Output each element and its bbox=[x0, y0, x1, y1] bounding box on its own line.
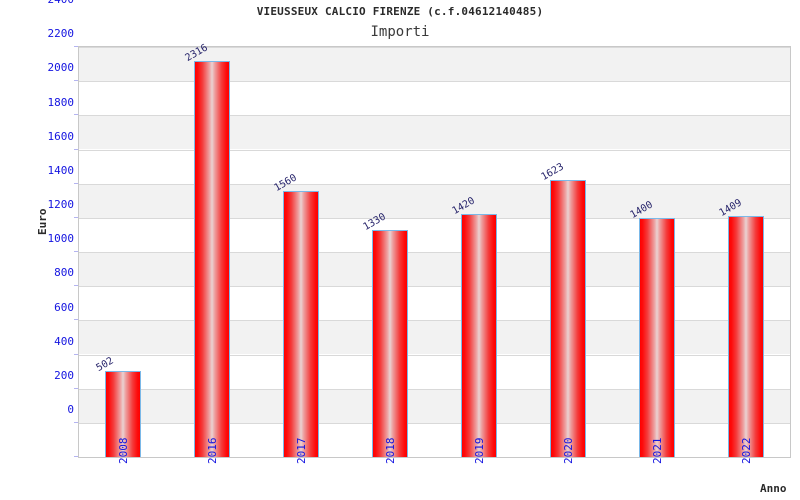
plot-band bbox=[79, 115, 790, 150]
y-tick-label: 600 bbox=[54, 300, 74, 314]
gridline bbox=[79, 286, 790, 287]
y-tick-mark bbox=[74, 422, 78, 423]
x-tick-label: 2008 bbox=[117, 437, 131, 465]
plot-band bbox=[79, 320, 790, 355]
y-axis-label: Euro bbox=[36, 208, 49, 236]
x-axis-label: Anno bbox=[760, 482, 787, 495]
gridline bbox=[79, 355, 790, 356]
y-tick-mark bbox=[74, 183, 78, 184]
chart-title: VIEUSSEUX CALCIO FIRENZE (c.f.0461214048… bbox=[256, 5, 544, 18]
gridline bbox=[79, 252, 790, 253]
gridline bbox=[79, 150, 790, 151]
bar[interactable] bbox=[549, 179, 586, 457]
y-tick-mark bbox=[74, 217, 78, 218]
y-tick-mark bbox=[74, 285, 78, 286]
x-tick-label: 2020 bbox=[561, 437, 575, 465]
gridline bbox=[79, 218, 790, 219]
y-tick-label: 1800 bbox=[47, 95, 75, 109]
x-tick-label: 2019 bbox=[472, 437, 486, 465]
y-tick-label: 1200 bbox=[47, 198, 75, 211]
y-tick-label: 1600 bbox=[47, 129, 75, 143]
x-tick-label: 2021 bbox=[650, 437, 664, 465]
gridline bbox=[79, 47, 790, 48]
plot-area bbox=[78, 46, 791, 458]
y-tick-label: 800 bbox=[54, 266, 74, 280]
y-tick-label: 400 bbox=[54, 334, 74, 348]
bar[interactable] bbox=[194, 61, 231, 457]
gridline bbox=[79, 184, 790, 185]
bar[interactable] bbox=[638, 217, 675, 457]
y-tick-label: 200 bbox=[54, 368, 74, 382]
y-tick-label: 1000 bbox=[47, 232, 75, 246]
y-axis-ticks: 0 200 400 600 800 1000 1200 1400 1600 1800 2000 220… bbox=[28, 0, 75, 416]
y-tick-mark bbox=[74, 319, 78, 320]
plot-band bbox=[79, 252, 790, 287]
y-tick-mark bbox=[74, 251, 78, 252]
gridline bbox=[79, 81, 790, 82]
x-tick-label: 2018 bbox=[384, 437, 398, 465]
x-tick-label: 2017 bbox=[295, 437, 309, 465]
chart-subtitle: Importi bbox=[370, 24, 430, 40]
gridline bbox=[79, 389, 790, 390]
y-tick-label: 2000 bbox=[47, 61, 75, 75]
bar[interactable] bbox=[727, 216, 764, 457]
y-tick-mark bbox=[74, 388, 78, 389]
plot-band bbox=[79, 183, 790, 218]
gridline bbox=[79, 320, 790, 321]
gridline bbox=[79, 115, 790, 116]
y-tick-mark bbox=[74, 46, 78, 47]
y-tick-mark bbox=[74, 149, 78, 150]
gridline bbox=[79, 423, 790, 424]
y-tick-label: 1400 bbox=[47, 163, 75, 177]
x-tick-label: 2016 bbox=[206, 437, 220, 465]
x-tick-label: 2022 bbox=[739, 437, 753, 465]
y-tick-mark bbox=[74, 354, 78, 355]
bar[interactable] bbox=[283, 190, 320, 457]
y-tick-label: 2200 bbox=[47, 27, 75, 41]
plot-band bbox=[79, 388, 790, 423]
y-tick-mark bbox=[74, 80, 78, 81]
y-tick-label: 2400 bbox=[32, 0, 75, 6]
bar[interactable] bbox=[372, 229, 409, 457]
y-tick-mark bbox=[74, 456, 78, 457]
y-tick-label: 0 bbox=[67, 403, 74, 416]
y-tick-mark bbox=[74, 114, 78, 115]
bar[interactable] bbox=[460, 214, 497, 457]
bar[interactable] bbox=[105, 371, 142, 457]
